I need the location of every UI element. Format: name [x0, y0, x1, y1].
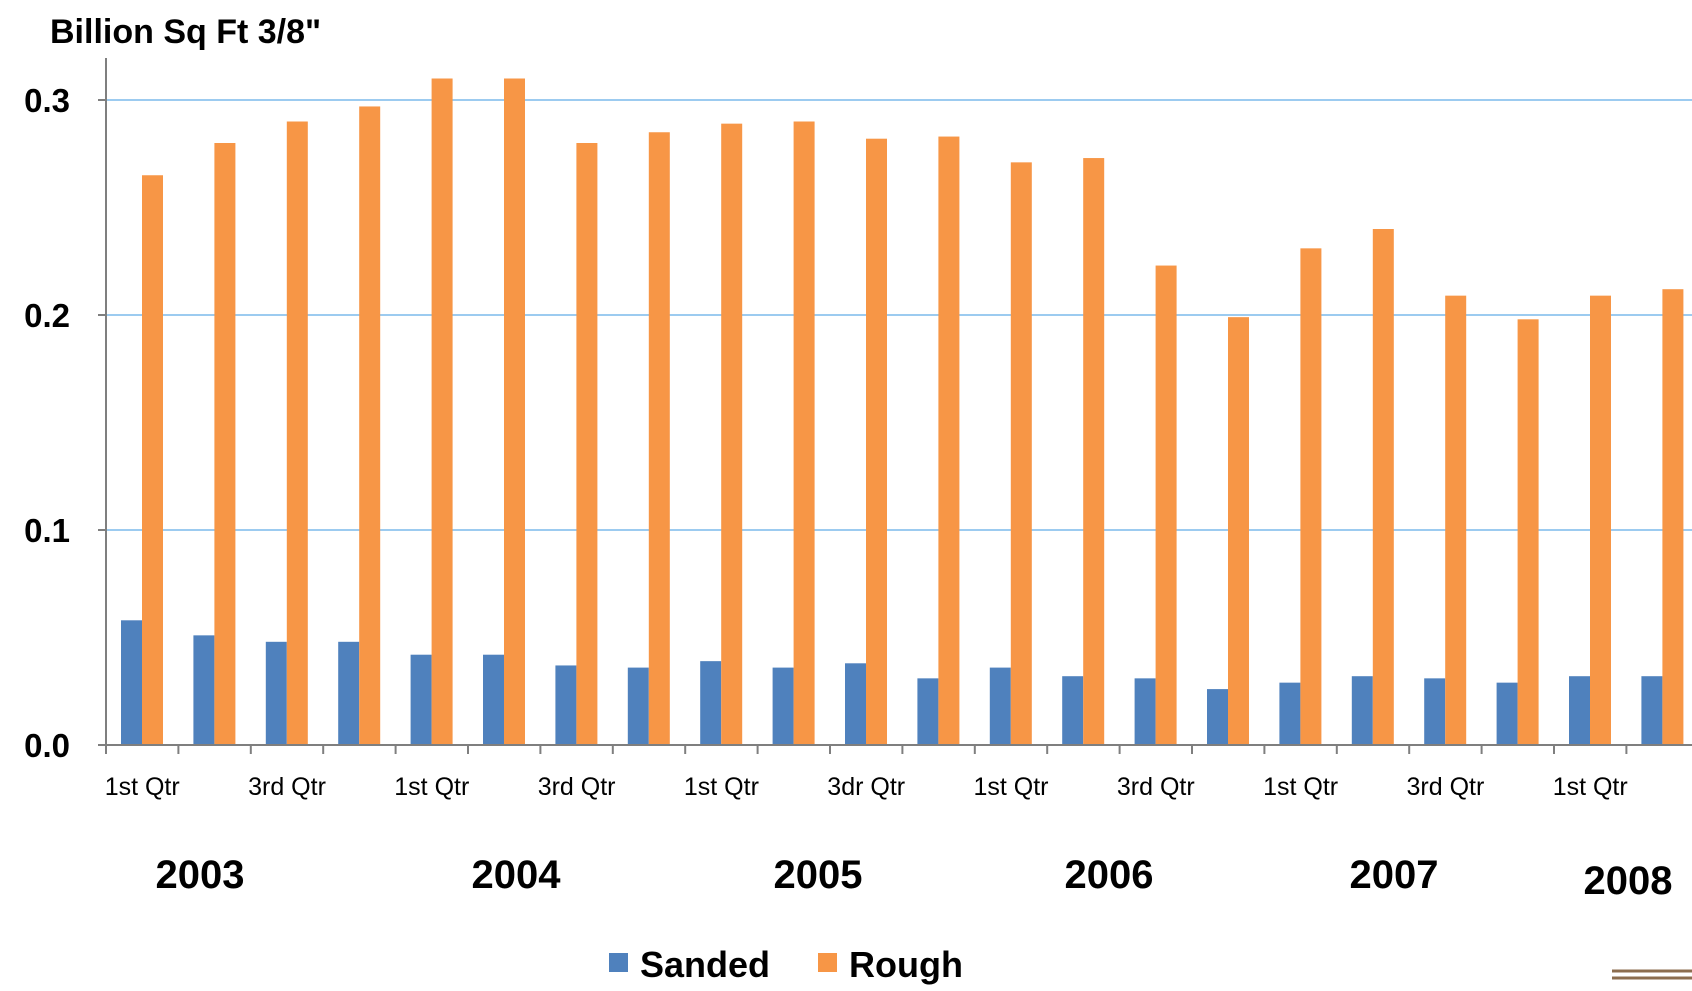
bar-rough — [142, 175, 163, 745]
bar-rough — [286, 121, 308, 745]
y-tick-label: 0.0 — [24, 727, 70, 764]
decorative-rule — [1612, 969, 1692, 980]
bar-sanded — [1496, 682, 1518, 745]
bar-sanded — [1062, 676, 1084, 745]
x-tick-label: 3rd Qtr — [538, 773, 616, 801]
x-tick-label: 3dr Qtr — [827, 773, 905, 801]
bar-rough — [938, 136, 960, 746]
bar-sanded — [627, 667, 649, 745]
bar-sanded — [1207, 689, 1228, 745]
bar-sanded — [338, 641, 360, 745]
legend: Sanded Rough — [609, 944, 963, 985]
bar-rough — [1228, 317, 1249, 745]
x-tick-label: 1st Qtr — [973, 773, 1048, 801]
bar-sanded — [1569, 676, 1590, 745]
bar-sanded — [121, 620, 142, 745]
bar-sanded — [917, 678, 939, 745]
year-label: 2007 — [1350, 853, 1439, 897]
bar-rough — [648, 132, 670, 745]
bar-rough — [1155, 265, 1177, 745]
bar-sanded — [1424, 678, 1446, 745]
x-tick-labels: 1st Qtr 3rd Qtr 1st Qtr 3rd Qtr 1st Qtr 3dr Q… — [105, 773, 1628, 801]
year-label: 2004 — [472, 853, 562, 897]
y-tick-labels: 0.0 0.1 0.2 0.3 — [24, 82, 70, 764]
bar-sanded — [1279, 682, 1301, 745]
x-tick-label: 1st Qtr — [1553, 773, 1628, 801]
bar-rough — [576, 143, 598, 745]
bar-rough — [866, 138, 887, 745]
bar-sanded — [1351, 676, 1373, 745]
x-tick-label: 3rd Qtr — [248, 773, 326, 801]
bar-sanded — [265, 641, 287, 745]
year-labels: 2003 2004 2005 2006 2007 2008 — [156, 853, 1673, 903]
axes — [98, 58, 1692, 754]
legend-label-sanded: Sanded — [640, 944, 770, 985]
y-tick-label: 0.2 — [24, 297, 70, 334]
bar-sanded — [845, 663, 866, 745]
bar-sanded — [1134, 678, 1156, 745]
bar-rough — [359, 106, 381, 745]
y-tick-label: 0.3 — [24, 82, 70, 119]
bar-rough — [431, 78, 453, 745]
bar-rough — [1372, 229, 1394, 745]
bar-sanded — [483, 654, 504, 745]
bar-rough — [504, 78, 525, 745]
bar-rough — [1010, 162, 1032, 746]
bar-sanded — [772, 667, 794, 745]
bar-rough — [1300, 248, 1322, 745]
x-tick-label: 1st Qtr — [394, 773, 469, 801]
bar-rough — [1662, 289, 1684, 745]
bar-rough — [721, 123, 743, 745]
y-axis-unit-label: Billion Sq Ft 3/8" — [50, 13, 321, 51]
bar-sanded — [410, 654, 432, 745]
bar-sanded — [193, 635, 215, 745]
y-tick-label: 0.1 — [24, 512, 70, 549]
x-tick-label: 1st Qtr — [1263, 773, 1338, 801]
bar-rough — [1445, 295, 1467, 745]
bar-sanded — [989, 667, 1011, 745]
year-label: 2005 — [774, 853, 863, 897]
legend-swatch-rough — [818, 953, 837, 972]
x-tick-label: 3rd Qtr — [1407, 773, 1485, 801]
bars — [121, 78, 1684, 746]
x-tick-label: 1st Qtr — [105, 773, 180, 801]
x-tick-label: 3rd Qtr — [1117, 773, 1195, 801]
bar-sanded — [555, 665, 577, 745]
x-tick-label: 1st Qtr — [684, 773, 759, 801]
bar-rough — [214, 143, 236, 745]
year-label: 2006 — [1065, 853, 1154, 897]
bar-sanded — [1641, 676, 1663, 745]
bar-rough — [1517, 319, 1539, 745]
year-label: 2003 — [156, 853, 245, 897]
legend-label-rough: Rough — [849, 944, 963, 985]
year-label: 2008 — [1584, 859, 1673, 903]
bar-rough — [1083, 158, 1105, 746]
bar-sanded — [700, 661, 722, 745]
bar-rough — [793, 121, 815, 745]
bar-rough — [1590, 295, 1611, 745]
legend-swatch-sanded — [609, 953, 628, 972]
